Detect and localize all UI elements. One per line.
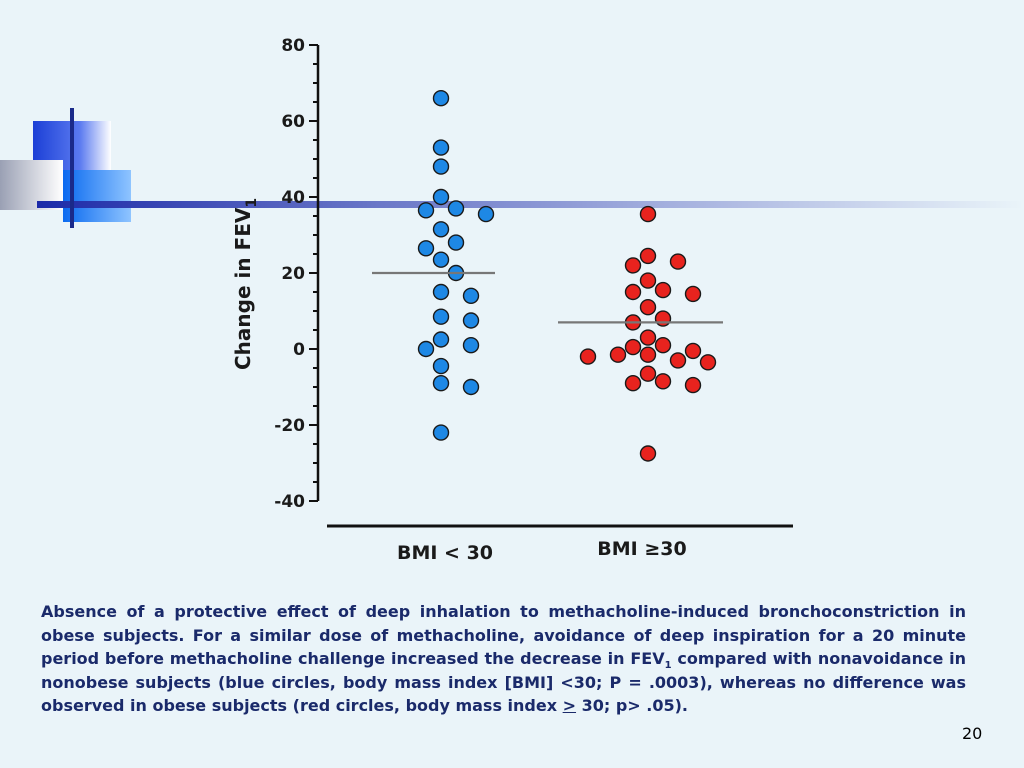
data-point-red	[639, 445, 657, 462]
decoration-horizontal-bar	[37, 201, 1024, 208]
data-point-blue	[462, 312, 480, 329]
y-axis-label: Change in FEV1	[231, 198, 260, 370]
data-point-red	[654, 337, 672, 354]
category-label-bmi-30-plus: BMI ≥30	[597, 538, 686, 560]
data-point-red	[639, 205, 657, 223]
data-point-red	[684, 376, 702, 394]
decoration-square-light-blue	[63, 170, 131, 222]
data-point-red	[624, 257, 642, 274]
data-point-blue	[432, 188, 450, 206]
y-tick-label: -20	[274, 416, 305, 436]
data-point-blue	[432, 89, 450, 107]
y-tick-label: 80	[281, 36, 305, 56]
data-point-blue	[447, 234, 465, 251]
y-tick-label: 60	[281, 112, 305, 132]
data-point-red	[684, 342, 702, 360]
data-point-red	[639, 272, 657, 289]
data-point-red	[624, 283, 642, 301]
data-point-blue	[417, 340, 435, 358]
y-tick-label: 0	[293, 340, 305, 360]
data-point-red	[639, 299, 657, 316]
decoration-vertical-line	[70, 108, 74, 228]
data-point-blue	[477, 205, 495, 223]
data-point-red	[624, 338, 642, 356]
mean-lines	[372, 271, 723, 324]
caption-underlined-symbol: >	[562, 696, 577, 716]
data-point-blue	[432, 357, 450, 375]
y-axis: 80 60 40 20 0 -20 -40	[274, 36, 320, 512]
data-point-red	[639, 329, 657, 346]
data-point-red	[579, 348, 597, 365]
data-point-blue	[432, 424, 450, 441]
data-point-red	[669, 253, 687, 270]
y-tick-label: -40	[274, 492, 305, 512]
data-point-blue	[432, 283, 450, 301]
data-point-blue	[462, 378, 480, 396]
data-point-red	[639, 346, 657, 363]
data-point-red	[654, 373, 672, 390]
data-point-red	[639, 365, 657, 382]
data-point-blue	[432, 221, 450, 238]
y-tick-label: 40	[281, 188, 305, 208]
caption-subscript: 1	[664, 660, 672, 672]
data-point-red	[609, 346, 627, 363]
caption-text-1: Absence of a protective effect of deep i…	[41, 602, 966, 669]
data-points	[417, 89, 717, 462]
caption-text-2: compared with nonavoidance in nonobese s…	[41, 649, 966, 716]
caption-text-3: 30; p> .05).	[576, 696, 688, 716]
data-point-red	[639, 247, 657, 265]
slide-caption: Absence of a protective effect of deep i…	[41, 600, 966, 718]
data-point-red	[669, 352, 687, 369]
data-point-blue	[432, 375, 450, 392]
data-point-red	[624, 375, 642, 392]
data-point-blue	[432, 251, 450, 268]
data-point-blue	[447, 200, 465, 217]
data-point-red	[654, 310, 672, 327]
data-point-blue	[417, 202, 435, 219]
data-point-red	[654, 281, 672, 299]
slide-number: 20	[962, 724, 983, 743]
category-label-bmi-under-30: BMI < 30	[397, 542, 493, 564]
data-point-blue	[432, 139, 450, 156]
data-point-blue	[432, 308, 450, 325]
data-point-red	[699, 354, 717, 371]
title-decoration	[0, 108, 1024, 228]
data-point-blue	[417, 240, 435, 257]
data-point-red	[684, 285, 702, 303]
data-point-blue	[462, 287, 480, 304]
y-tick-label: 20	[281, 264, 305, 284]
data-point-blue	[432, 331, 450, 348]
data-point-blue	[462, 337, 480, 354]
data-point-blue	[432, 158, 450, 175]
